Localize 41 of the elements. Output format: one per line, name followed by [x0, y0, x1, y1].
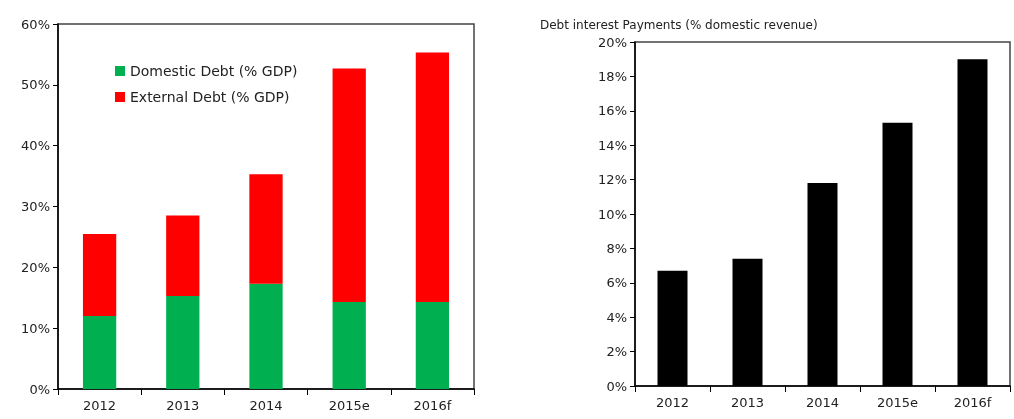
y-tick-label: 18%	[598, 68, 627, 84]
bar	[415, 52, 450, 303]
x-tick-label: 2013	[166, 398, 200, 413]
y-tick-label: 40%	[21, 138, 50, 154]
y-tick-label: 10%	[21, 320, 50, 336]
y-tick-label: 8%	[606, 240, 627, 256]
bar	[82, 233, 117, 316]
y-tick-label: 6%	[606, 275, 627, 291]
y-tick-label: 4%	[606, 309, 627, 325]
bar	[166, 295, 200, 389]
bar	[249, 174, 283, 284]
y-tick-label: 0%	[606, 378, 627, 394]
x-tick-label: 2016f	[953, 395, 992, 410]
bar	[249, 283, 283, 389]
bar	[166, 215, 200, 296]
bar	[332, 302, 366, 389]
x-tick-label: 2012	[655, 395, 690, 410]
y-tick-label: 16%	[598, 103, 627, 119]
y-tick-label: 12%	[598, 172, 627, 188]
y-tick-label: 14%	[598, 137, 627, 153]
y-tick-label: 10%	[598, 206, 627, 222]
y-tick-label: 30%	[21, 199, 50, 214]
x-tick-label: 2015e	[328, 398, 370, 413]
y-tick-label: 50%	[21, 77, 50, 93]
x-tick-label: 2013	[730, 395, 765, 410]
x-tick-label: 2015e	[876, 395, 919, 410]
legend-label: External Debt (% GDP)	[130, 89, 290, 105]
x-tick-label: 2014	[805, 395, 840, 410]
y-tick-label: 20%	[598, 34, 627, 50]
y-tick-label: 20%	[21, 259, 50, 275]
y-tick-label: 60%	[21, 16, 50, 32]
y-tick-label: 2%	[606, 344, 627, 360]
x-tick-label: 2016f	[413, 398, 452, 413]
bar	[332, 68, 366, 303]
y-tick-label: 0%	[29, 381, 50, 397]
x-tick-label: 2012	[83, 398, 117, 413]
chart-title: Debt interest Payments (% domestic revenue)	[540, 18, 818, 32]
bar	[415, 302, 450, 389]
legend-label: Domestic Debt (% GDP)	[130, 63, 298, 79]
x-tick-label: 2014	[249, 398, 283, 413]
bar	[82, 316, 117, 389]
